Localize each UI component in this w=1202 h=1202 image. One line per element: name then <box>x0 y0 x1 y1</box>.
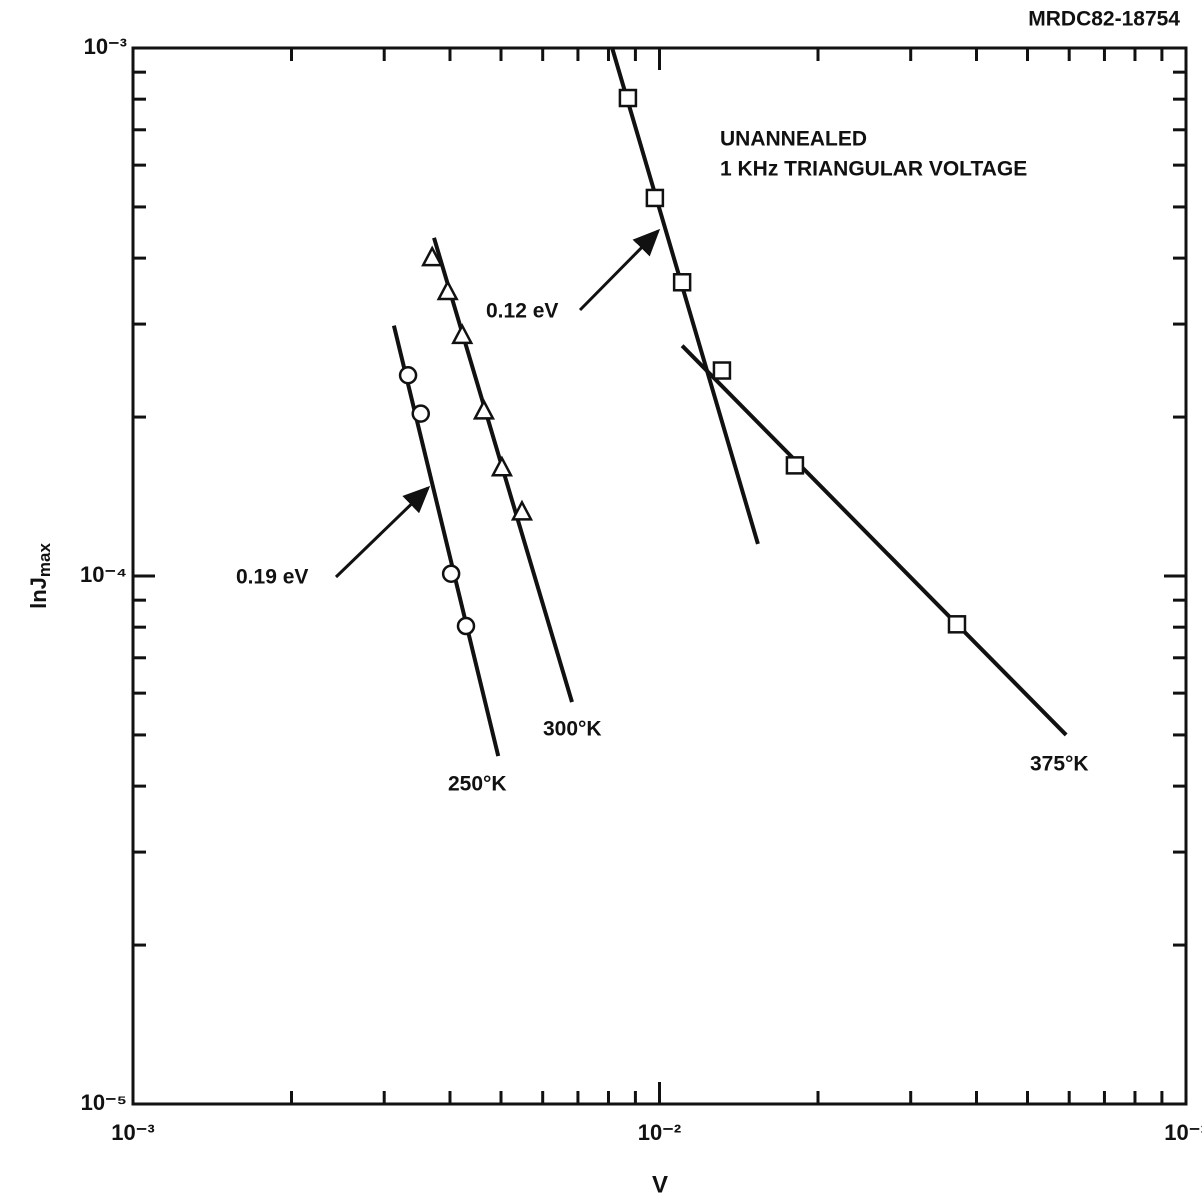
marker <box>618 88 638 108</box>
x-tick-label: 10⁻¹ <box>1164 1120 1202 1145</box>
series-label: 375°K <box>1030 753 1089 776</box>
marker <box>411 404 431 423</box>
y-axis-label: lnJmax <box>26 543 55 609</box>
arrow <box>578 228 661 312</box>
marker <box>712 361 732 380</box>
marker <box>472 398 495 420</box>
x-axis-label: V <box>652 1171 668 1198</box>
marker <box>785 456 805 475</box>
series-label: 250°K <box>448 773 507 796</box>
annotation: 0.12 eV <box>486 300 558 323</box>
marker <box>421 245 444 267</box>
y-axis-label-main: lnJ <box>26 577 51 609</box>
y-tick-label: 10⁻⁵ <box>81 1090 127 1115</box>
marker <box>672 273 692 292</box>
marker <box>490 455 513 477</box>
y-axis-label-sub: max <box>35 543 54 578</box>
x-tick-label: 10⁻³ <box>111 1120 154 1145</box>
marker <box>436 279 459 301</box>
annotation: 0.19 eV <box>236 566 308 589</box>
marker <box>451 323 474 345</box>
marker <box>398 365 418 385</box>
annotation: UNANNEALED <box>720 128 867 151</box>
marker <box>947 615 967 634</box>
fit-line <box>680 344 1068 737</box>
x-tick-label: 10⁻² <box>638 1120 681 1145</box>
y-tick-label: 10⁻⁴ <box>80 562 127 587</box>
figure-code: MRDC82-18754 <box>1028 8 1180 31</box>
marker <box>441 564 461 583</box>
y-tick-label: 10⁻³ <box>84 34 127 59</box>
series-label: 300°K <box>543 718 602 741</box>
marker <box>510 499 534 521</box>
fit-line <box>610 47 760 545</box>
marker <box>645 188 665 208</box>
annotation: 1 KHz TRIANGULAR VOLTAGE <box>720 158 1027 181</box>
arrow <box>334 485 431 579</box>
fit-line <box>391 325 501 757</box>
marker <box>456 616 476 636</box>
